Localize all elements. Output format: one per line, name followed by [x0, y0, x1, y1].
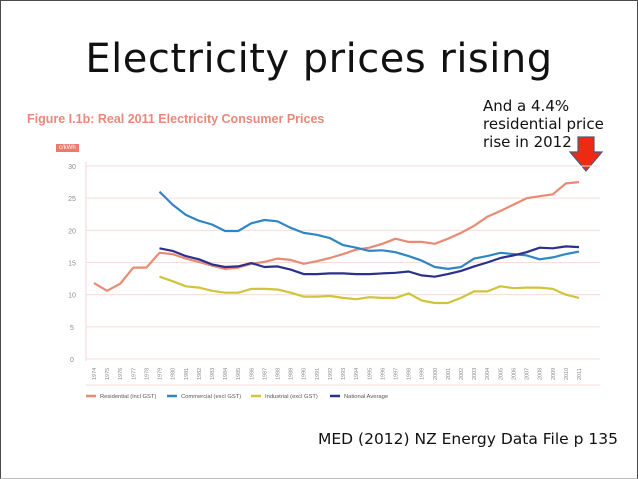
x-tick-label: 2000: [433, 368, 439, 380]
legend-label: Commercial (excl GST): [181, 394, 241, 400]
x-tick-label: 1988: [276, 368, 282, 380]
x-tick-label: 1999: [420, 368, 426, 380]
series-lines: [93, 181, 580, 305]
x-tick-label: 1987: [262, 368, 268, 380]
legend-label: National Average: [344, 394, 388, 400]
y-tick-label: 10: [68, 293, 76, 300]
y-tick-label: 25: [68, 196, 76, 203]
x-tick-label: 1991: [315, 368, 321, 380]
series-line-industrial-excl-gst: [159, 275, 580, 305]
x-tick-label: 1997: [393, 368, 399, 380]
x-tick-label: 1983: [210, 368, 216, 380]
y-tick-label: 15: [68, 261, 76, 268]
y-tick-label: 5: [70, 325, 74, 332]
x-tick-label: 1994: [354, 368, 360, 380]
x-tick-label: 2011: [577, 368, 583, 380]
x-tick-label: 1975: [105, 368, 111, 380]
x-tick-label: 1984: [223, 368, 229, 380]
x-tick-label: 2005: [498, 368, 504, 380]
x-tick-labels: 1974 1975 1976 1977 1978 1979 1980 1981 1982 1983…: [92, 368, 583, 380]
x-tick-label: 1979: [158, 368, 164, 380]
callout-line: residential price: [483, 115, 604, 133]
x-tick-label: 1996: [380, 368, 386, 380]
x-tick-label: 1977: [131, 368, 137, 380]
y-tick-labels: 0 5 10 15 20 25 30: [68, 164, 76, 364]
x-tick-label: 1985: [236, 368, 242, 380]
callout-line: rise in 2012: [483, 133, 572, 151]
down-arrow-icon: [569, 136, 603, 172]
x-tick-label: 1980: [171, 368, 177, 380]
y-unit-badge: c/kWh: [56, 144, 79, 152]
x-tick-label: 2004: [485, 368, 491, 380]
x-tick-label: 1998: [407, 368, 413, 380]
callout-text: And a 4.4% residential price rise in 201…: [483, 97, 604, 151]
x-tick-label: 2002: [459, 368, 465, 380]
x-tick-label: 1982: [197, 368, 203, 380]
callout-line: And a 4.4%: [483, 97, 570, 115]
x-tick-label: 2001: [446, 368, 452, 380]
x-tick-label: 2003: [472, 368, 478, 380]
x-tick-label: 2008: [538, 368, 544, 380]
x-tick-label: 1995: [367, 368, 373, 380]
x-tick-label: 1992: [328, 368, 334, 380]
x-tick-label: 1993: [341, 368, 347, 380]
x-tick-label: 2007: [525, 368, 531, 380]
x-tick-label: 1976: [118, 368, 124, 380]
x-tick-label: 1974: [92, 368, 98, 380]
figure-title: Figure I.1b: Real 2011 Electricity Consu…: [27, 112, 325, 126]
x-tick-label: 1978: [144, 368, 150, 380]
source-caption: MED (2012) NZ Energy Data File p 135: [318, 430, 618, 448]
x-tick-label: 1990: [302, 368, 308, 380]
grid-lines: [85, 162, 600, 386]
x-tick-label: 2006: [511, 368, 517, 380]
x-tick-label: 1981: [184, 368, 190, 380]
legend: Residential (incl GST) Commercial (excl G…: [86, 394, 388, 400]
legend-label: Residential (incl GST): [100, 394, 156, 400]
series-line-commercial-excl-gst: [158, 190, 580, 270]
x-tick-label: 1986: [249, 368, 255, 380]
x-tick-label: 2010: [564, 368, 570, 380]
y-tick-label: 20: [68, 228, 76, 235]
series-line-national-average: [159, 245, 580, 278]
slide-title: Electricity prices rising: [85, 36, 553, 82]
x-tick-label: 2009: [551, 368, 557, 380]
y-tick-label: 0: [70, 357, 74, 364]
x-tick-label: 1989: [289, 368, 295, 380]
legend-label: Industrial (excl GST): [265, 394, 318, 400]
series-line-residential-incl-gst: [93, 181, 580, 292]
y-tick-label: 30: [68, 164, 76, 171]
